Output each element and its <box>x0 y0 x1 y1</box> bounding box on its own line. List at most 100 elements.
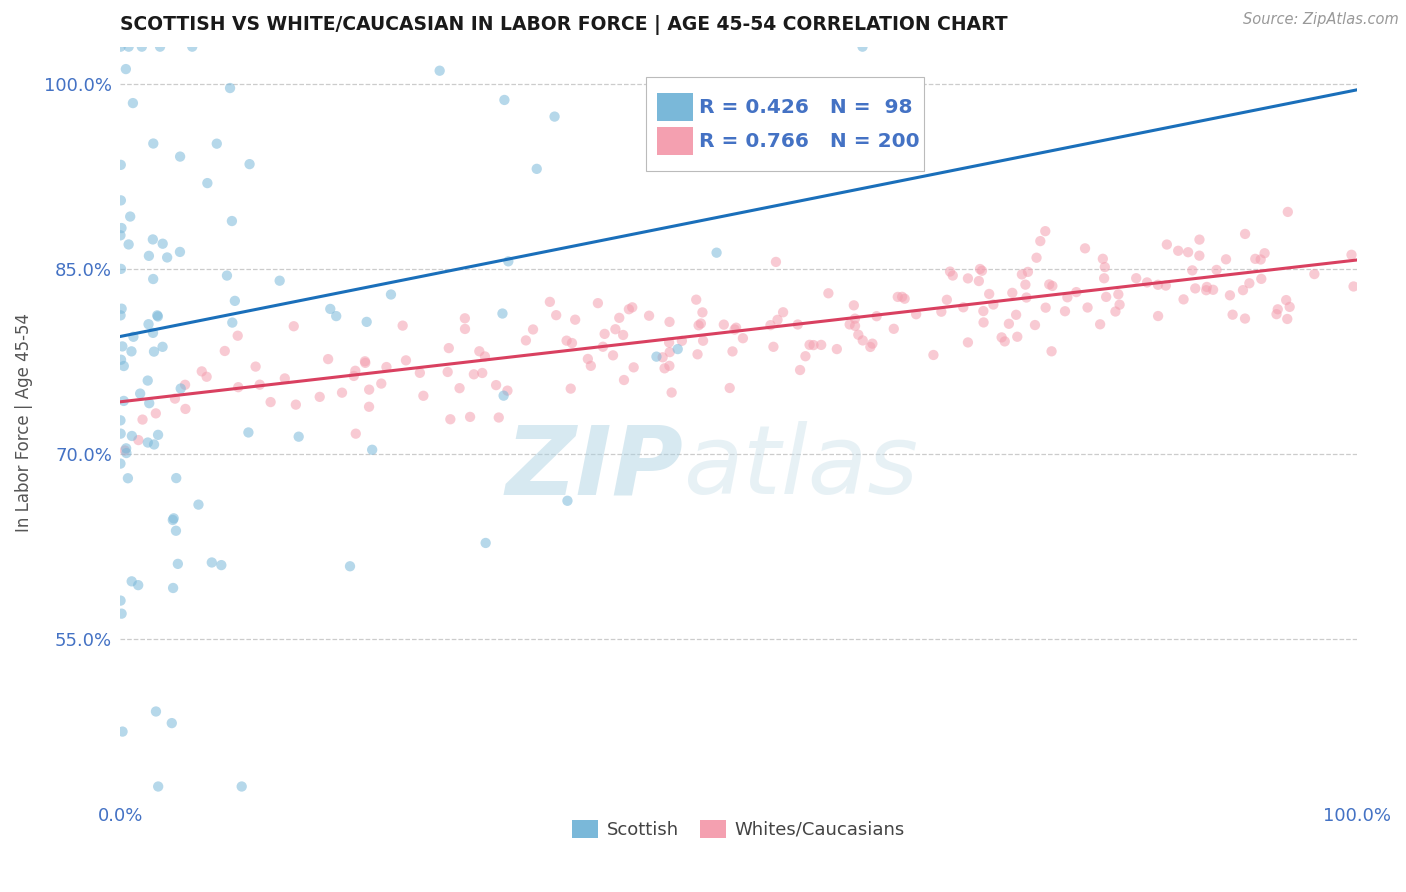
Point <box>887 290 910 304</box>
Point <box>852 334 875 348</box>
Point <box>860 336 883 351</box>
Point <box>786 318 808 332</box>
Point <box>111 339 134 353</box>
Point <box>718 381 741 395</box>
Point <box>1053 304 1076 318</box>
Point <box>436 365 458 379</box>
Point <box>1265 307 1288 321</box>
Point <box>127 433 149 447</box>
Point <box>215 268 238 283</box>
Point <box>546 308 568 322</box>
Point <box>1014 277 1036 292</box>
Point <box>120 210 142 224</box>
Point <box>370 376 392 391</box>
Point <box>165 471 187 485</box>
Point <box>496 384 519 398</box>
Point <box>638 309 661 323</box>
Point <box>1177 245 1199 260</box>
Point <box>973 315 995 329</box>
Point <box>129 386 152 401</box>
Point <box>121 344 143 359</box>
Y-axis label: In Labor Force | Age 45-54: In Labor Force | Age 45-54 <box>15 313 32 533</box>
Point <box>354 356 377 370</box>
Point <box>666 342 689 356</box>
Point <box>658 359 681 373</box>
FancyBboxPatch shape <box>657 128 693 155</box>
Point <box>152 340 174 354</box>
Point <box>165 524 187 538</box>
Point <box>605 322 627 336</box>
Point <box>922 348 945 362</box>
Point <box>942 268 965 283</box>
Point <box>201 556 224 570</box>
Point <box>163 392 186 406</box>
Point <box>1244 252 1267 266</box>
Point <box>162 513 184 527</box>
Point <box>515 334 537 348</box>
Point <box>1184 281 1206 295</box>
Point <box>375 359 398 374</box>
Point <box>1250 252 1272 267</box>
Point <box>1154 278 1177 293</box>
Point <box>122 330 145 344</box>
Point <box>1234 227 1257 241</box>
Point <box>931 304 953 318</box>
Point <box>115 442 138 456</box>
Point <box>112 393 135 408</box>
Point <box>454 322 477 336</box>
Point <box>956 335 979 350</box>
Point <box>325 309 347 323</box>
Point <box>617 302 640 317</box>
Point <box>838 318 860 332</box>
Point <box>935 293 957 307</box>
Point <box>142 272 165 286</box>
Point <box>522 322 544 336</box>
Point <box>152 236 174 251</box>
Point <box>221 316 243 330</box>
Point <box>170 382 193 396</box>
Point <box>1033 224 1056 238</box>
Point <box>136 374 159 388</box>
Point <box>526 161 548 176</box>
Point <box>1233 311 1256 326</box>
Point <box>287 430 309 444</box>
Point <box>692 334 714 348</box>
Point <box>893 292 915 306</box>
Point <box>463 368 485 382</box>
Point <box>1232 283 1254 297</box>
Point <box>689 317 711 331</box>
Point <box>191 364 214 378</box>
Point <box>1205 263 1227 277</box>
Point <box>110 309 132 323</box>
Point <box>692 305 714 319</box>
Point <box>110 607 132 621</box>
Point <box>772 305 794 319</box>
Point <box>146 310 169 324</box>
Point <box>561 336 583 351</box>
Point <box>1215 252 1237 267</box>
Point <box>122 96 145 111</box>
Point <box>593 326 616 341</box>
Point <box>245 359 267 374</box>
Point <box>110 194 132 208</box>
Point <box>110 413 132 427</box>
Point <box>766 313 789 327</box>
Point <box>485 378 508 392</box>
Point <box>238 425 260 440</box>
Point <box>454 311 477 326</box>
FancyBboxPatch shape <box>645 77 924 170</box>
Point <box>865 309 887 323</box>
Point <box>357 400 380 414</box>
Point <box>110 426 132 441</box>
Point <box>112 359 135 373</box>
Text: atlas: atlas <box>683 421 918 515</box>
Point <box>1147 277 1170 292</box>
Point <box>1011 268 1033 282</box>
Point <box>437 341 460 355</box>
Point <box>658 335 681 350</box>
Point <box>343 368 366 383</box>
Point <box>239 157 262 171</box>
Point <box>1195 283 1218 297</box>
Point <box>1188 249 1211 263</box>
Point <box>117 237 139 252</box>
